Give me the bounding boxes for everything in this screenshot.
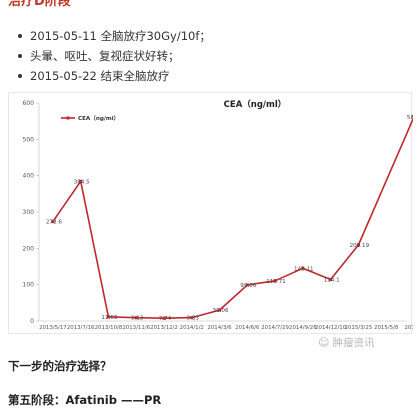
data-label: 7.74 bbox=[159, 316, 172, 322]
x-tick-label: 2013/12/2 bbox=[150, 325, 178, 331]
data-label: 561.3 bbox=[407, 115, 413, 121]
wechat-icon: ☺ bbox=[318, 336, 330, 349]
cea-series-line bbox=[52, 117, 413, 319]
data-label: 9.13 bbox=[131, 316, 144, 322]
x-tick-label: 2013/5/17 bbox=[39, 325, 67, 331]
legend-label: CEA（ng/ml） bbox=[78, 114, 119, 122]
x-tick-label: 2014/3/6 bbox=[207, 325, 232, 331]
data-point bbox=[190, 316, 194, 320]
data-point bbox=[51, 220, 55, 224]
x-tick-label: 2013/11/6 bbox=[122, 325, 150, 331]
x-tick-label: 2014/6/6 bbox=[235, 325, 260, 331]
data-label: 110.71 bbox=[266, 279, 286, 285]
y-tick-label: 500 bbox=[23, 136, 35, 143]
y-tick-label: 200 bbox=[23, 245, 35, 252]
watermark-text: 肿瘤资讯 bbox=[332, 337, 375, 349]
x-tick-label: 2014/7/29 bbox=[261, 325, 289, 331]
x-tick-label: 2014/1/2 bbox=[180, 325, 204, 331]
watermark: ☺ 肿瘤资讯 bbox=[318, 335, 374, 350]
legend-marker bbox=[66, 116, 70, 120]
data-point bbox=[245, 283, 249, 287]
data-label: 30.06 bbox=[213, 308, 229, 314]
data-point bbox=[412, 115, 413, 119]
x-tick-label: 2015/5 bbox=[404, 325, 413, 331]
y-tick-label: 0 bbox=[30, 318, 34, 325]
cea-chart: 0 100 200 300 400 500 600 2013/5/17 2013/7/16 201… bbox=[8, 92, 413, 334]
data-label: 11.63 bbox=[101, 315, 117, 321]
y-tick-label: 300 bbox=[23, 209, 35, 216]
treatment-bullet-list: 2015-05-11 全脑放疗30Gy/10f； 头暈、呕吐、复视症状好转； 2… bbox=[16, 26, 211, 86]
x-tick-label: 2015/5/8 bbox=[374, 325, 399, 331]
x-tick-label: 2014/9/26 bbox=[289, 325, 317, 331]
data-point bbox=[79, 179, 83, 183]
data-point bbox=[134, 316, 138, 320]
x-tick-label: 2013/10/8 bbox=[95, 325, 123, 331]
data-point bbox=[301, 266, 305, 270]
data-point bbox=[273, 279, 277, 283]
data-label: 114.1 bbox=[324, 278, 340, 284]
bullet-item: 2015-05-22 结束全脑放疗 bbox=[16, 66, 211, 86]
x-tick-label: 2013/7/16 bbox=[67, 325, 95, 331]
data-label: 9.33 bbox=[187, 316, 200, 322]
data-point bbox=[106, 315, 110, 319]
data-point bbox=[329, 278, 333, 282]
data-point bbox=[356, 243, 360, 247]
data-label: 209.19 bbox=[350, 243, 370, 249]
x-tick-label: 2014/12/10 bbox=[315, 325, 347, 331]
data-label: 384.5 bbox=[74, 179, 90, 185]
stage5-heading: 第五阶段：Afatinib ——PR bbox=[8, 393, 162, 407]
bullet-item: 2015-05-11 全脑放疗30Gy/10f； bbox=[16, 26, 211, 46]
y-tick-label: 100 bbox=[23, 282, 35, 289]
chart-title: CEA（ng/ml） bbox=[224, 99, 287, 110]
y-tick-label: 600 bbox=[23, 100, 35, 107]
data-label: 273.6 bbox=[46, 220, 62, 226]
x-tick-label: 2015/3/25 bbox=[345, 325, 373, 331]
stage-heading: 治疗D阶段 bbox=[8, 0, 71, 9]
next-step-question: 下一步的治疗选择？ bbox=[8, 359, 112, 373]
y-tick-label: 400 bbox=[23, 173, 35, 180]
data-label: 99.06 bbox=[240, 283, 256, 289]
bullet-item: 头暈、呕吐、复视症状好转； bbox=[16, 46, 211, 66]
data-point bbox=[218, 308, 222, 312]
data-label: 145.11 bbox=[294, 266, 314, 272]
data-point bbox=[162, 316, 166, 320]
